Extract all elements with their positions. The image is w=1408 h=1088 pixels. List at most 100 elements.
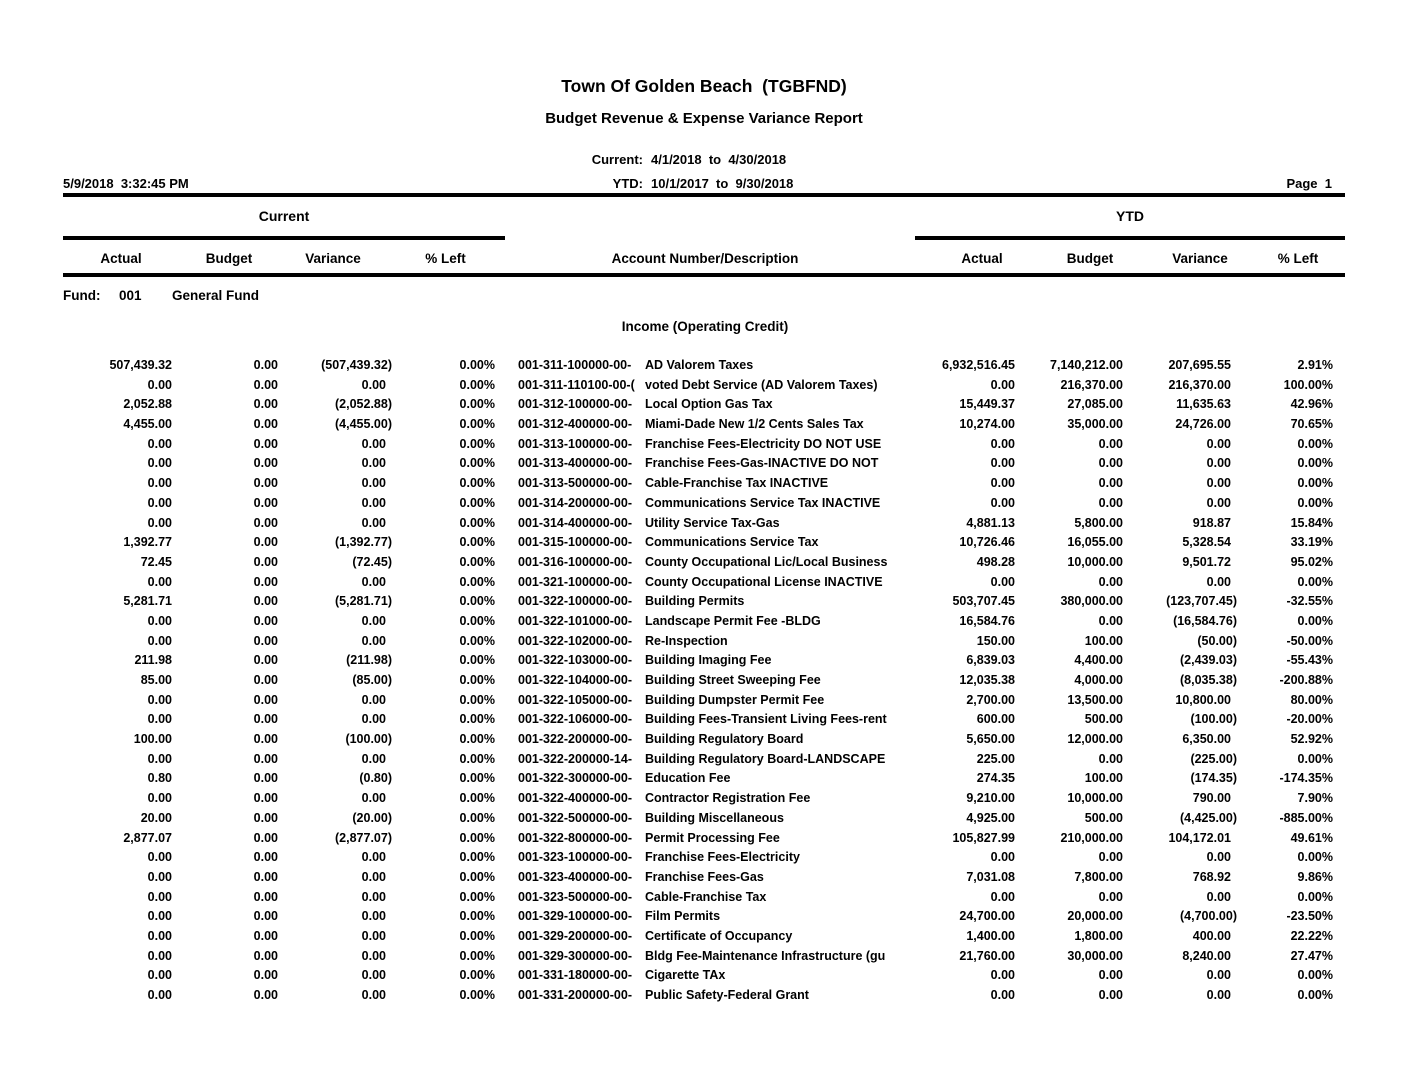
current-actual-value: 0.00	[147, 909, 172, 924]
table-row: 0.00 0.00 0.00 0.00% 001-322-101000-00- …	[0, 613, 1408, 633]
account-number: 001-322-500000-00-	[518, 810, 632, 825]
account-number: 001-329-300000-00-	[518, 948, 632, 963]
ytd-budget-value: 5,800.00	[1074, 515, 1123, 530]
ytd-pct-left-value: 49.61%	[1290, 830, 1333, 845]
current-actual-value: 0.00	[147, 791, 172, 806]
ytd-pct-left-value: 95.02%	[1290, 554, 1333, 569]
table-row: 85.00 0.00 (85.00) 0.00% 001-322-104000-…	[0, 672, 1408, 692]
current-actual-value: 0.00	[147, 928, 172, 943]
ytd-pct-left-value: 2.91%	[1297, 358, 1333, 372]
account-description: Public Safety-Federal Grant	[645, 988, 809, 1002]
table-row: 0.00 0.00 0.00 0.00% 001-313-400000-00- …	[0, 455, 1408, 475]
ytd-variance-value: 9,501.72	[1182, 554, 1231, 569]
ytd-budget-value: 7,800.00	[1074, 869, 1123, 884]
ytd-actual-value: 0.00	[990, 889, 1015, 904]
ytd-period-value: 10/1/2017 to 9/30/2018	[651, 176, 794, 191]
ytd-budget-value: 100.00	[1084, 633, 1123, 648]
current-actual-value: 20.00	[140, 810, 172, 825]
current-actual-value: 2,877.07	[123, 830, 172, 845]
group-header-current: Current	[258, 208, 310, 224]
ytd-variance-value: 24,726.00	[1175, 417, 1231, 432]
account-description: Franchise Fees-Electricity	[645, 850, 800, 865]
table-row: 5,281.71 0.00 (5,281.71) 0.00% 001-322-1…	[0, 593, 1408, 613]
ytd-budget-value: 16,055.00	[1067, 535, 1123, 550]
ytd-actual-value: 105,827.99	[952, 830, 1015, 845]
table-row: 2,877.07 0.00 (2,877.07) 0.00% 001-322-8…	[0, 830, 1408, 850]
column-header-account: Account Number/Description	[611, 251, 799, 266]
current-actual-value: 0.00	[147, 751, 172, 766]
table-row: 4,455.00 0.00 (4,455.00) 0.00% 001-312-4…	[0, 416, 1408, 436]
account-description: Landscape Permit Fee -BLDG	[645, 613, 821, 628]
current-variance-value: (211.98)	[346, 653, 392, 668]
current-actual-value: 0.00	[147, 692, 172, 707]
ytd-pct-left-value: 0.00%	[1297, 850, 1333, 865]
current-variance-value: (100.00)	[345, 732, 392, 747]
ytd-variance-value: 0.00	[1206, 436, 1231, 451]
column-header-current-variance: Variance	[305, 251, 361, 266]
current-variance-value: 0.00	[361, 495, 386, 510]
header-divider-rule	[63, 193, 1345, 197]
current-actual-value: 0.00	[147, 988, 172, 1002]
account-description: AD Valorem Taxes	[645, 358, 754, 372]
ytd-actual-value: 24,700.00	[959, 909, 1015, 924]
current-pct-left-value: 0.00%	[459, 771, 495, 786]
current-pct-left-value: 0.00%	[459, 476, 495, 491]
current-variance-value: 0.00	[361, 633, 386, 648]
current-budget-value: 0.00	[253, 948, 278, 963]
account-description: Franchise Fees-Gas-INACTIVE DO NOT	[645, 456, 879, 471]
account-number: 001-323-500000-00-	[518, 889, 632, 904]
ytd-budget-value: 0.00	[1098, 613, 1123, 628]
account-number: 001-331-200000-00-	[518, 988, 632, 1002]
current-budget-value: 0.00	[253, 909, 278, 924]
current-pct-left-value: 0.00%	[459, 673, 495, 687]
current-budget-value: 0.00	[253, 791, 278, 806]
ytd-budget-value: 4,000.00	[1074, 673, 1123, 687]
ytd-pct-left-value: 0.00%	[1297, 988, 1333, 1002]
account-description: Utility Service Tax-Gas	[645, 515, 780, 530]
account-number: 001-322-103000-00-	[518, 653, 632, 668]
current-variance-value: (20.00)	[352, 810, 392, 825]
current-pct-left-value: 0.00%	[459, 633, 495, 648]
current-actual-value: 0.00	[147, 712, 172, 727]
ytd-actual-value: 15,449.37	[959, 397, 1015, 412]
ytd-budget-value: 7,140,212.00	[1050, 358, 1123, 372]
current-actual-value: 0.00	[147, 495, 172, 510]
ytd-budget-value: 0.00	[1098, 751, 1123, 766]
current-pct-left-value: 0.00%	[459, 653, 495, 668]
current-actual-value: 4,455.00	[123, 417, 172, 432]
ytd-variance-value: 0.00	[1206, 889, 1231, 904]
current-pct-left-value: 0.00%	[459, 928, 495, 943]
section-title: Income (Operating Credit)	[621, 319, 789, 334]
ytd-actual-value: 503,707.45	[952, 594, 1015, 609]
account-description: voted Debt Service (AD Valorem Taxes)	[645, 377, 878, 392]
table-row: 20.00 0.00 (20.00) 0.00% 001-322-500000-…	[0, 810, 1408, 830]
current-actual-value: 85.00	[140, 673, 172, 687]
ytd-variance-value: (4,425.00)	[1180, 810, 1237, 825]
current-pct-left-value: 0.00%	[459, 417, 495, 432]
column-header-current-pct-left: % Left	[425, 251, 466, 266]
ytd-budget-value: 10,000.00	[1067, 554, 1123, 569]
current-pct-left-value: 0.00%	[459, 535, 495, 550]
account-description: Cigarette TAx	[645, 968, 726, 983]
current-pct-left-value: 0.00%	[459, 751, 495, 766]
ytd-pct-left-value: -55.43%	[1286, 653, 1333, 668]
account-description: Building Street Sweeping Fee	[645, 673, 821, 687]
current-variance-value: 0.00	[361, 889, 386, 904]
current-pct-left-value: 0.00%	[459, 495, 495, 510]
current-variance-value: 0.00	[361, 377, 386, 392]
current-pct-left-value: 0.00%	[459, 692, 495, 707]
current-variance-value: 0.00	[361, 928, 386, 943]
current-variance-value: 0.00	[361, 968, 386, 983]
table-row: 0.00 0.00 0.00 0.00% 001-329-300000-00- …	[0, 948, 1408, 968]
ytd-actual-value: 0.00	[990, 436, 1015, 451]
ytd-pct-left-value: 42.96%	[1290, 397, 1333, 412]
current-pct-left-value: 0.00%	[459, 712, 495, 727]
account-number: 001-322-105000-00-	[518, 692, 632, 707]
ytd-pct-left-value: -50.00%	[1286, 633, 1333, 648]
current-pct-left-value: 0.00%	[459, 810, 495, 825]
ytd-actual-value: 10,726.46	[959, 535, 1015, 550]
ytd-variance-value: 0.00	[1206, 574, 1231, 589]
ytd-actual-value: 274.35	[976, 771, 1015, 786]
ytd-budget-value: 12,000.00	[1067, 732, 1123, 747]
